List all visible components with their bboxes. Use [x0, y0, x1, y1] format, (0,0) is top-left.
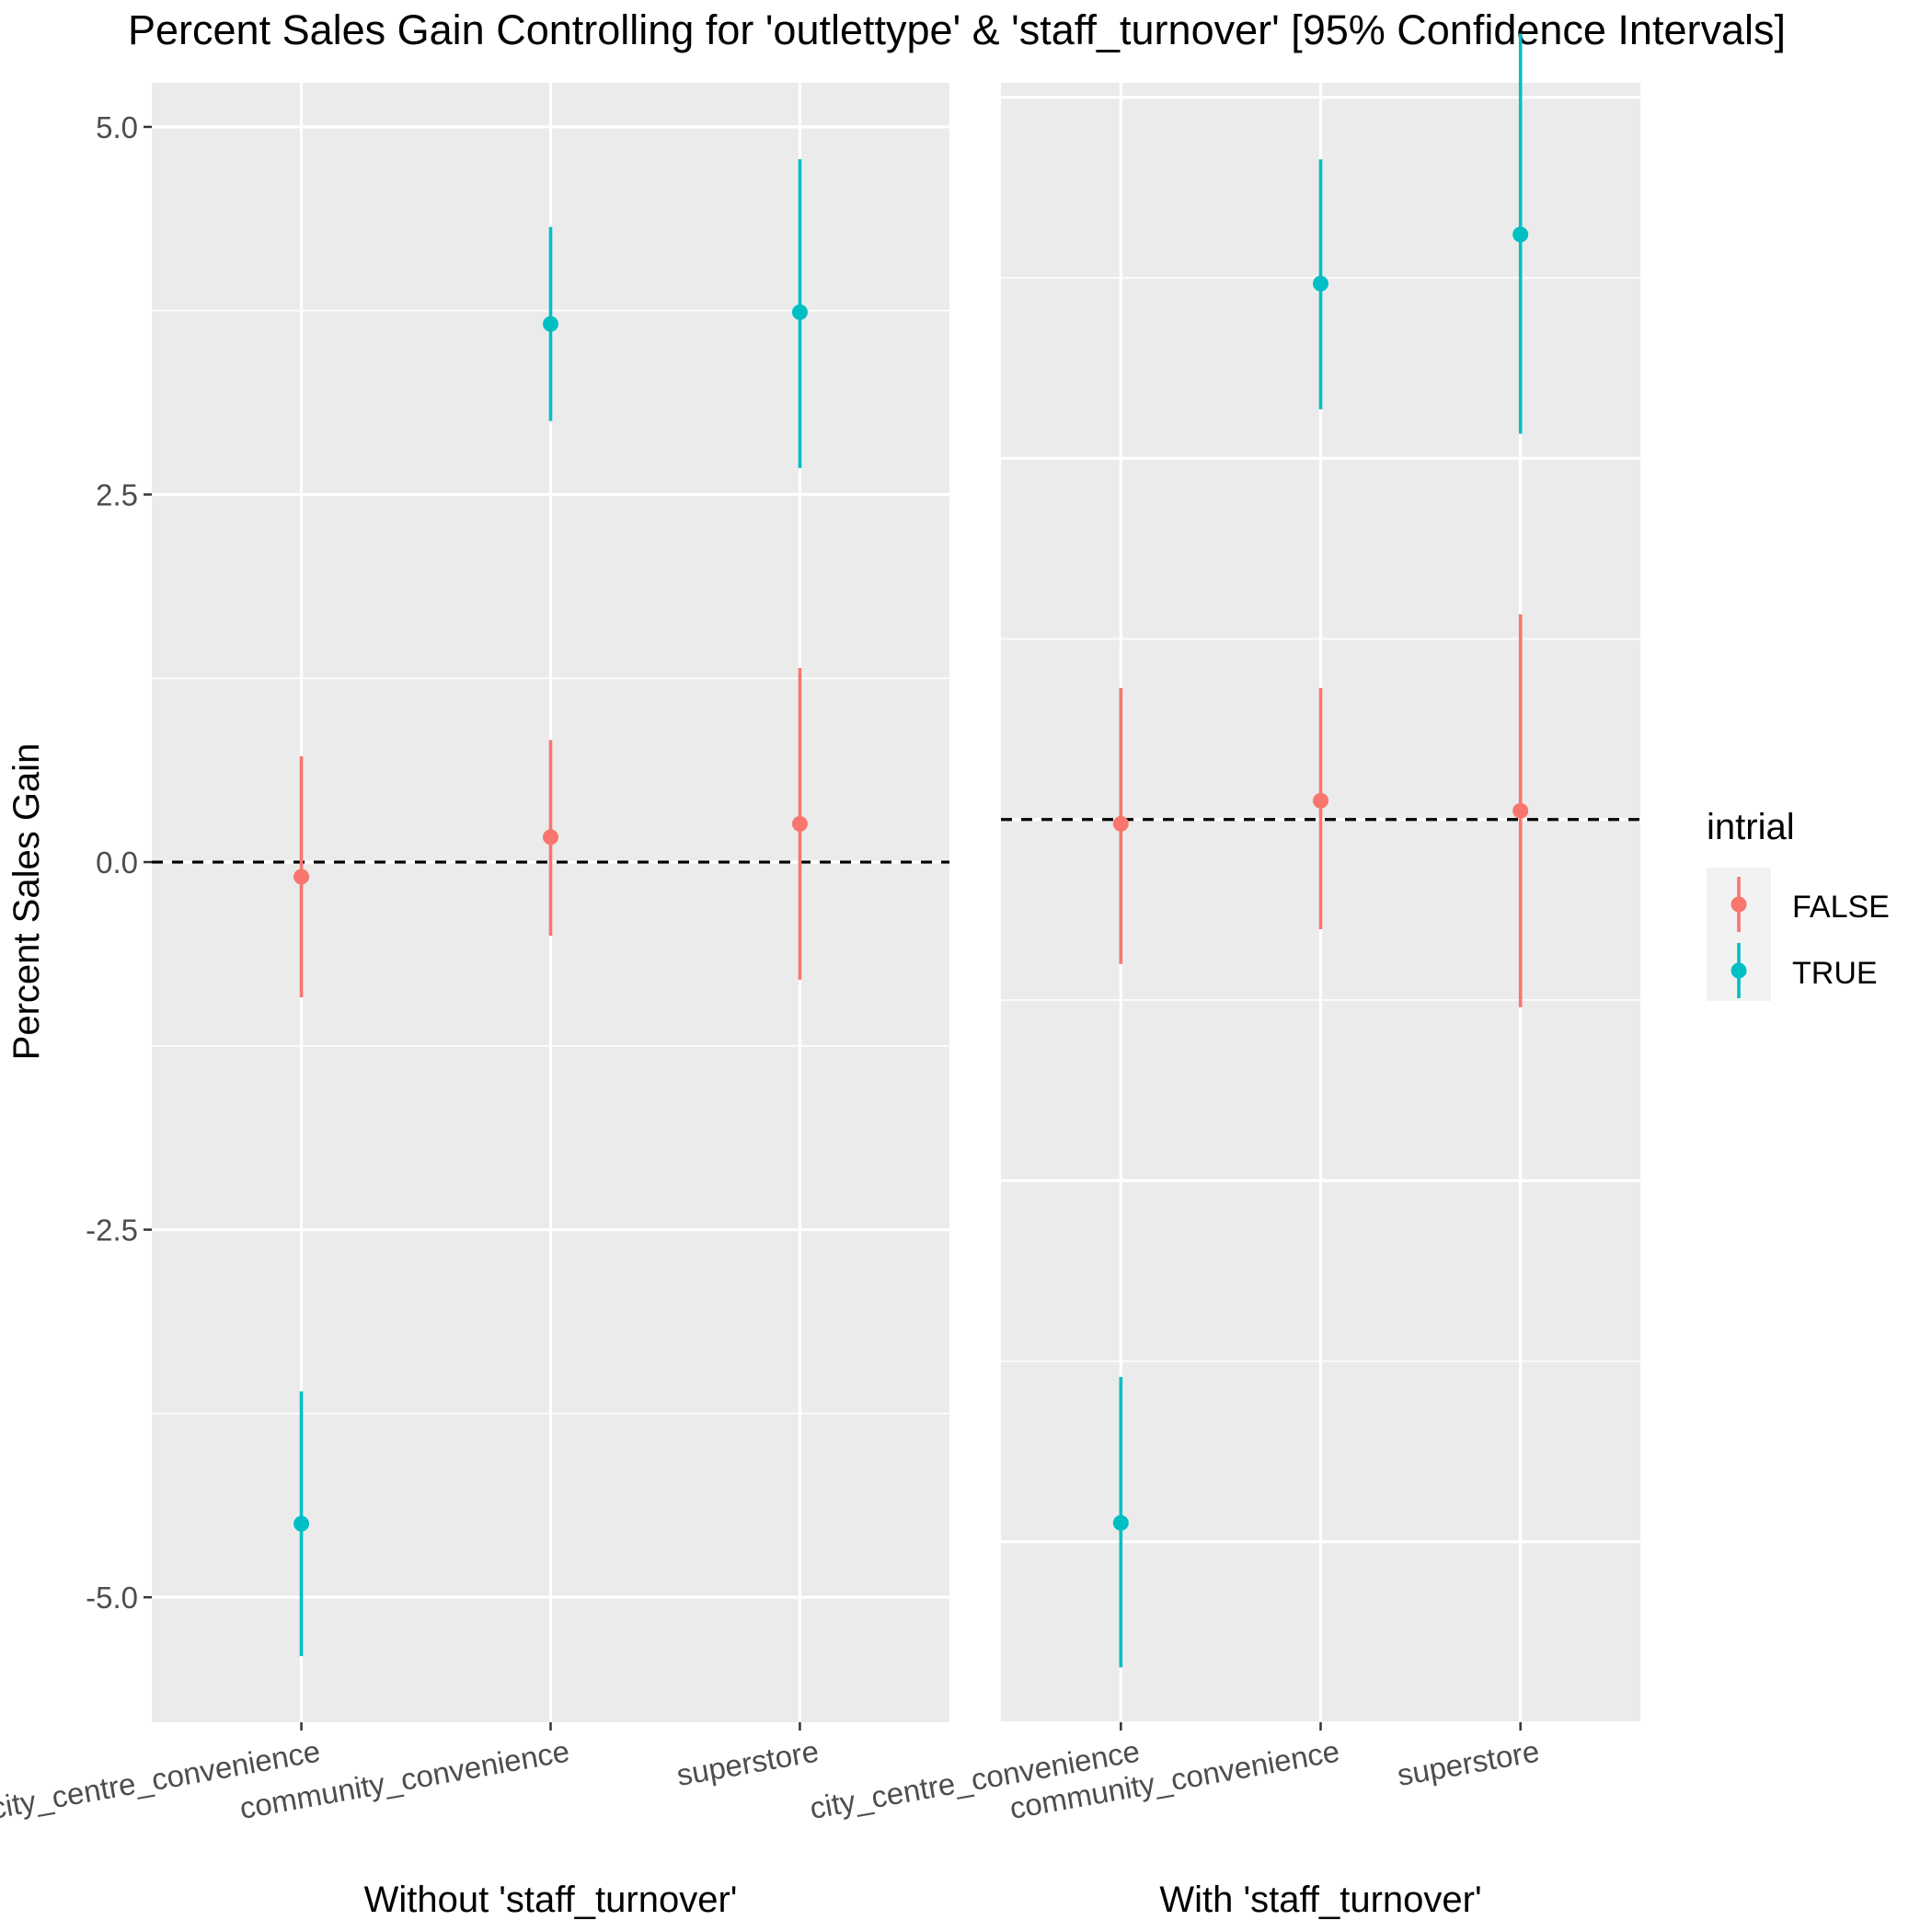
- data-point: [293, 1515, 310, 1532]
- legend-title: intrial: [1707, 807, 1795, 847]
- legend-keys: [1731, 877, 1747, 998]
- facet-panel-2: city_centre_conveniencecommunity_conveni…: [807, 33, 1640, 1920]
- facet-panels: 5.0 2.5 0.0 -2.5 -5.0 city_centre_convenience…: [0, 33, 1640, 1920]
- chart-title: Percent Sales Gain Controlling for 'outl…: [128, 6, 1786, 53]
- data-point: [1112, 1514, 1129, 1531]
- data-point: [1512, 226, 1529, 243]
- y-tick-label: 2.5: [96, 477, 138, 512]
- series-false: [293, 668, 808, 998]
- legend-key-point: [1731, 896, 1747, 913]
- facet-label: Without 'staff_turnover': [364, 1880, 738, 1920]
- y-tick-label: 5.0: [96, 110, 138, 144]
- y-axis-label: Percent Sales Gain: [6, 743, 47, 1061]
- facet-panel-1: 5.02.50.0-2.5-5.0city_centre_convenience…: [0, 83, 949, 1920]
- data-point: [1313, 792, 1328, 809]
- legend: intrial FALSE TRUE: [1707, 807, 1890, 1001]
- data-point: [543, 829, 558, 845]
- data-point: [543, 316, 558, 332]
- data-point: [791, 304, 808, 320]
- data-point: [1313, 275, 1328, 292]
- data-point: [1112, 815, 1129, 832]
- legend-entry-true: TRUE: [1792, 956, 1878, 991]
- series-true: [293, 159, 808, 1657]
- legend-entry-false: FALSE: [1792, 890, 1890, 925]
- data-point: [791, 815, 808, 832]
- legend-key-point: [1731, 962, 1747, 979]
- y-tick-label: -5.0: [86, 1581, 138, 1615]
- series-false: [1112, 614, 1529, 1007]
- y-tick-label: 0.0: [96, 845, 138, 880]
- data-point: [293, 868, 310, 885]
- facet-label: With 'staff_turnover': [1159, 1880, 1481, 1920]
- data-point: [1512, 802, 1529, 819]
- series-true: [1112, 33, 1529, 1668]
- y-tick-label: -2.5: [86, 1213, 138, 1248]
